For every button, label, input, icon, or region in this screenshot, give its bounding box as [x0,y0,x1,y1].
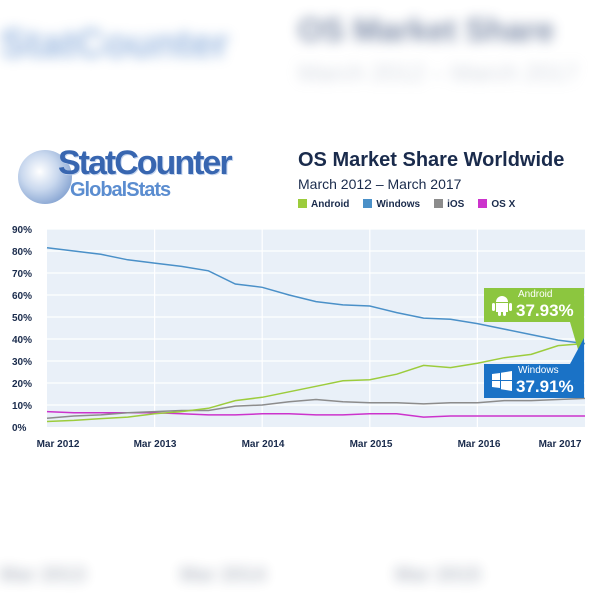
legend-label: iOS [447,199,465,210]
series-line-windows [46,246,586,345]
x-tick-label: Mar 2012 [37,439,80,450]
legend-swatch [478,199,488,208]
y-tick-label: 0% [12,423,27,434]
y-tick-label: 90% [12,225,32,236]
callout-value: 37.93% [516,301,574,320]
blurred-background-title: OS Market Share [298,12,555,48]
legend-label: Android [311,199,350,210]
logo-text: StatCounter [58,144,233,182]
legend-item: Android [298,199,349,210]
x-tick-label: Mar 2014 [242,439,285,450]
legend: Android Windows iOS OS X [298,199,515,210]
blurred-background-logo: StatCounter [0,22,229,66]
x-tick-label: Mar 2013 [134,439,177,450]
android-callout: Android 37.93% [486,288,584,322]
y-tick-label: 80% [12,247,32,258]
legend-swatch [363,199,373,208]
callout-value: 37.91% [516,377,574,396]
series-line-ios [46,397,586,419]
x-tick-label: Mar 2017 [539,439,582,450]
blurred-background-xlabel: Mar 2014 [180,564,266,586]
chart-subtitle: March 2012 – March 2017 [298,176,462,192]
series-line-android [46,342,586,423]
y-tick-label: 30% [12,357,32,368]
legend-label: Windows [376,199,421,210]
callout-label: Windows [518,365,559,376]
x-tick-label: Mar 2016 [458,439,501,450]
y-tick-label: 10% [12,401,32,412]
blurred-background-xlabel: Mar 2015 [395,564,481,586]
globe-icon [18,150,72,204]
y-tick-label: 70% [12,269,32,280]
y-tick-label: 60% [12,291,32,302]
windows-icon [492,371,512,391]
blurred-background-xlabel: Mar 2013 [0,564,86,586]
y-tick-label: 50% [12,313,32,324]
chart-title: OS Market Share Worldwide [298,149,565,171]
statcounter-logo: StatCounter GlobalStats [18,144,268,206]
legend-item: OS X [478,199,515,210]
y-tick-label: 20% [12,379,32,390]
legend-swatch [434,199,444,208]
legend-label: OS X [491,199,516,210]
y-tick-label: 40% [12,335,32,346]
legend-item: iOS [434,199,464,210]
android-icon [492,296,512,316]
logo-subtext: GlobalStats [70,179,171,201]
windows-callout: Windows 37.91% [486,364,584,398]
callout-label: Android [518,289,553,300]
x-tick-label: Mar 2015 [350,439,393,450]
legend-item: Windows [363,199,420,210]
legend-swatch [298,199,307,208]
blurred-background-subtitle: March 2012 – March 2017 [298,60,579,87]
